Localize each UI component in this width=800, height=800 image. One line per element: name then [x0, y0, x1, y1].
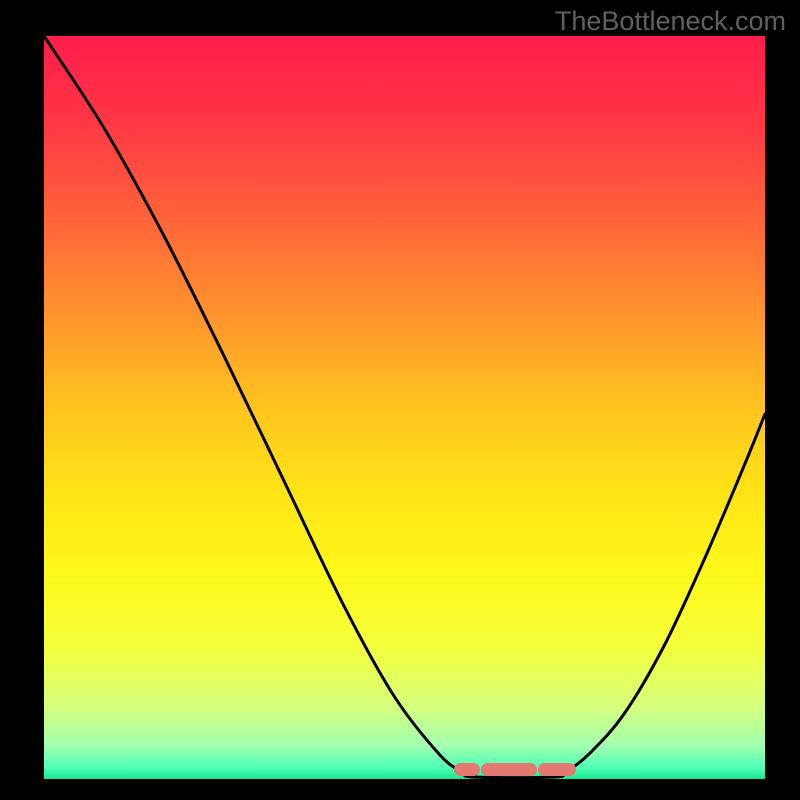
dash-segment [538, 763, 576, 776]
plot-region [44, 36, 765, 779]
attribution-text: TheBottleneck.com [555, 6, 786, 37]
dash-segment [454, 763, 480, 776]
chart-canvas: TheBottleneck.com [0, 0, 800, 800]
bottom-dash-row [44, 763, 765, 776]
curve-path [44, 36, 765, 778]
dash-segment [481, 763, 537, 776]
bottleneck-curve [44, 36, 765, 779]
